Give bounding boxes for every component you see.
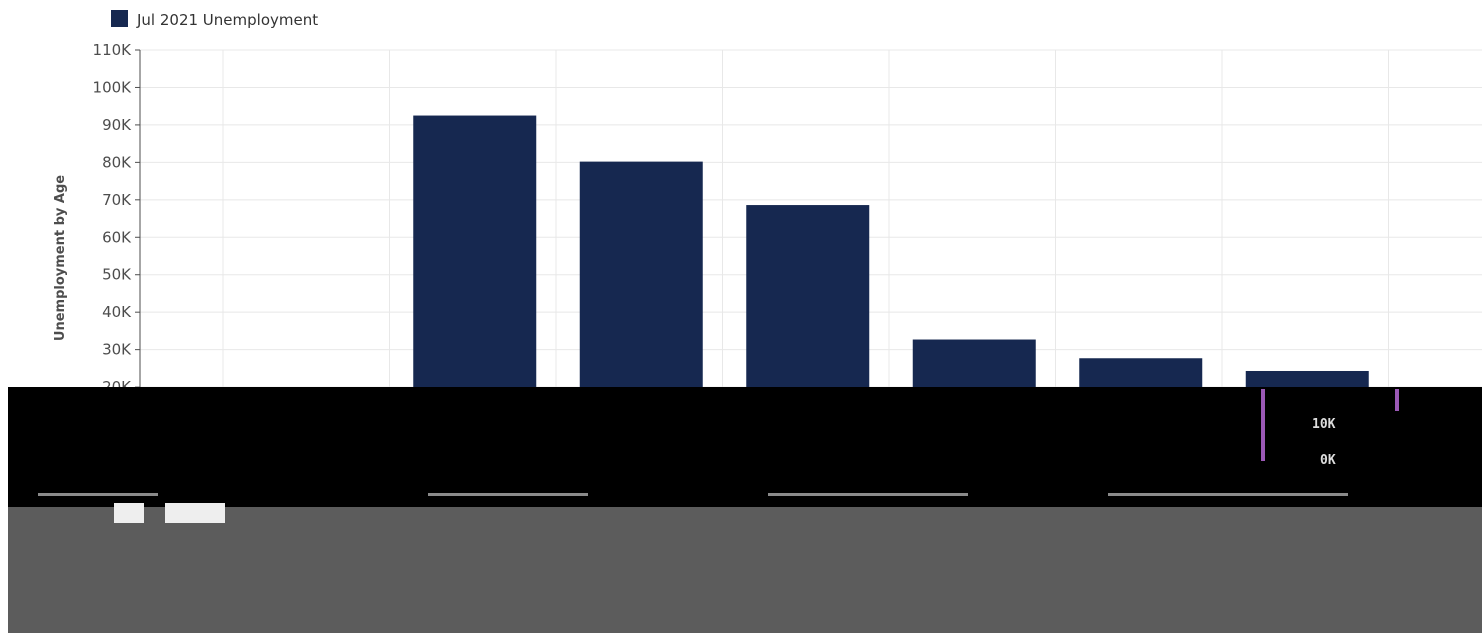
- y-tick-label: 110K: [93, 41, 133, 59]
- glitch-artifact: [8, 507, 1482, 530]
- glitch-artifact: [38, 493, 158, 496]
- glitch-artifact: [114, 503, 144, 523]
- y-tick-label: 30K: [102, 341, 132, 359]
- y-tick-label: 90K: [102, 116, 132, 134]
- corrupted-region: [8, 485, 1482, 530]
- y-tick-label: 70K: [102, 191, 132, 209]
- glitch-tick-label: 0K: [1320, 453, 1336, 468]
- glitch-artifact: [165, 503, 225, 523]
- y-tick-label: 100K: [93, 78, 133, 96]
- glitch-artifact: [1261, 389, 1265, 461]
- glitch-artifact: [428, 493, 588, 496]
- legend: Jul 2021 Unemployment: [111, 10, 318, 29]
- y-tick-label: 80K: [102, 153, 132, 171]
- y-tick-label: 40K: [102, 303, 132, 321]
- glitch-tick-label: 10K: [1312, 417, 1336, 432]
- y-axis-title: Unemployment by Age: [53, 175, 68, 341]
- corrupted-region: 10K 0K: [8, 387, 1482, 485]
- legend-label: Jul 2021 Unemployment: [136, 11, 318, 29]
- glitch-artifact: [1108, 493, 1348, 496]
- y-tick-label: 60K: [102, 228, 132, 246]
- glitch-artifact: [1395, 389, 1399, 411]
- y-tick-label: 50K: [102, 266, 132, 284]
- corrupted-region: [8, 530, 1482, 633]
- legend-swatch: [111, 10, 128, 27]
- glitch-artifact: [768, 493, 968, 496]
